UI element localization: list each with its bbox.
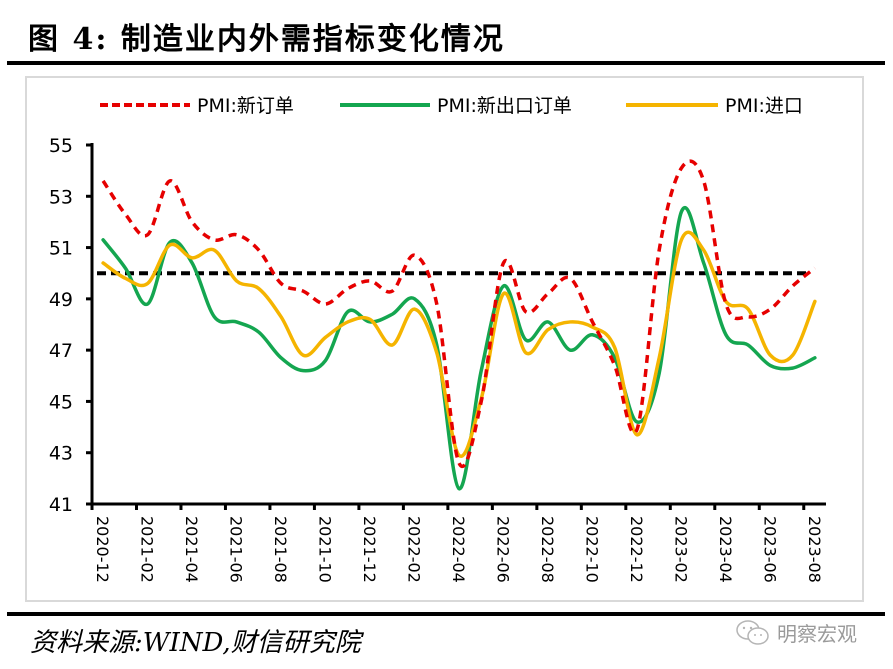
- legend-label: PMI:进口: [725, 95, 803, 117]
- figure-title: 图 4: 制造业内外需指标变化情况: [28, 22, 505, 57]
- x-tick-label: 2021-08: [271, 516, 290, 583]
- x-tick-label: 2022-04: [449, 516, 468, 583]
- axes: 41 43 45 47 49 51 53 55 2020-12 2021-02 2021-04 202…: [49, 135, 826, 583]
- x-tick-label: 2022-12: [627, 516, 646, 583]
- legend-label: PMI:新出口订单: [437, 95, 572, 117]
- x-tick-label: 2021-02: [138, 516, 157, 583]
- x-tick-label: 2021-12: [360, 516, 379, 583]
- source-note: 资料来源:WIND,财信研究院: [30, 628, 361, 658]
- y-tick-label: 47: [49, 340, 73, 362]
- series-line-1: [101, 206, 817, 491]
- wechat-icon: [736, 619, 769, 645]
- watermark: 明察宏观: [735, 618, 857, 647]
- legend-item: PMI:进口: [626, 95, 803, 117]
- x-tick-label: 2022-08: [538, 516, 557, 583]
- source-rule: [7, 612, 885, 616]
- x-tick-label: 2022-06: [493, 516, 512, 583]
- series-line-2: [101, 230, 817, 459]
- series-line-0: [101, 159, 816, 468]
- y-tick-label: 43: [49, 443, 73, 465]
- x-tick-label: 2021-10: [316, 516, 335, 583]
- x-tick-label: 2023-08: [805, 516, 824, 583]
- x-tick-label: 2021-04: [182, 516, 201, 583]
- x-tick-label: 2021-06: [227, 516, 246, 583]
- x-tick-label: 2023-06: [760, 516, 779, 583]
- y-tick-label: 41: [49, 494, 73, 516]
- title-rule: [7, 61, 885, 65]
- legend: PMI:新订单 PMI:新出口订单 PMI:进口: [100, 95, 803, 117]
- x-tick-label: 2022-02: [405, 516, 424, 583]
- x-tick-label: 2023-02: [671, 516, 690, 583]
- y-tick-label: 55: [49, 135, 73, 157]
- y-tick-label: 49: [49, 289, 73, 311]
- legend-label: PMI:新订单: [197, 95, 294, 117]
- y-tick-label: 53: [49, 186, 73, 208]
- x-tick-label: 2023-04: [716, 516, 735, 583]
- y-tick-label: 45: [49, 391, 73, 413]
- chart-frame: [25, 76, 864, 602]
- x-tick-label: 2020-12: [93, 516, 112, 583]
- y-tick-label: 51: [49, 238, 73, 260]
- x-tick-label: 2022-10: [582, 516, 601, 583]
- series-layer: [97, 159, 817, 491]
- legend-item: PMI:新订单: [100, 95, 294, 117]
- legend-item: PMI:新出口订单: [340, 95, 572, 117]
- watermark-text: 明察宏观: [777, 624, 857, 646]
